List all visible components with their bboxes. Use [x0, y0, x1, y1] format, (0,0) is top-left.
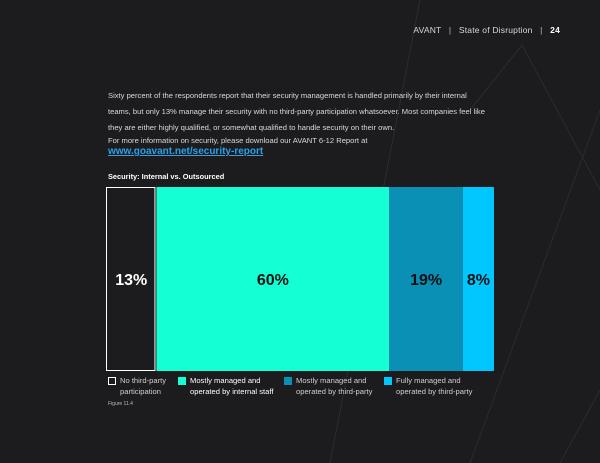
bar-value-label: 60% — [257, 272, 289, 289]
bar-segment — [106, 187, 156, 371]
bar-value-label: 13% — [115, 272, 147, 289]
stacked-bar-chart: 13% 60% 19% 8% — [106, 187, 494, 371]
chart-title: Security: Internal vs. Outsourced — [108, 172, 225, 181]
legend-label: Mostly managed and operated by internal s… — [190, 376, 274, 396]
chart-legend: No third-party participation Mostly manag… — [108, 375, 508, 399]
bar-segment — [389, 187, 463, 371]
header-separator: | — [448, 25, 452, 35]
legend-label: Fully managed and operated by third-party — [396, 376, 473, 396]
header-separator: | — [540, 25, 543, 35]
download-paragraph: For more information on security, please… — [108, 136, 368, 145]
legend-swatch — [284, 377, 292, 385]
legend-label: No third-party participation — [120, 376, 167, 396]
bar-value-label: 8% — [467, 272, 490, 289]
page-number: 24 — [550, 25, 560, 35]
figure-label: Figure 11.4 — [108, 401, 133, 407]
legend-swatch — [178, 377, 186, 385]
legend-label: Mostly managed and operated by third-part… — [296, 376, 373, 396]
bar-segment — [462, 187, 494, 371]
legend-swatch — [108, 377, 116, 385]
bar-segment — [156, 187, 390, 371]
intro-paragraph: Sixty percent of the respondents report … — [108, 91, 485, 132]
security-report-link[interactable]: www.goavant.net/security-report — [108, 146, 264, 157]
bar-value-label: 19% — [410, 272, 442, 289]
section-title: State of Disruption — [458, 25, 533, 35]
brand-name: AVANT — [413, 25, 442, 35]
legend-swatch — [384, 377, 392, 385]
page-header: AVANT | State of Disruption | 24 — [413, 25, 560, 35]
